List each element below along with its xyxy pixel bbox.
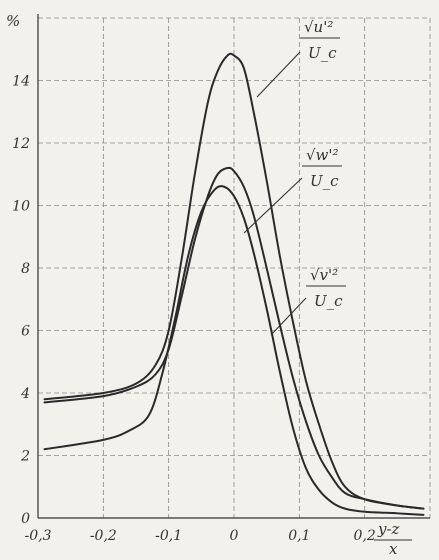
y-axis-label: % bbox=[6, 12, 20, 30]
x-tick-label: -0,1 bbox=[155, 528, 182, 544]
y-tick-label: 8 bbox=[21, 261, 30, 277]
series-label-leader bbox=[270, 297, 307, 336]
y-ticks: 0 2 4 6 8 10 12 14 bbox=[12, 74, 30, 528]
series-label-leader bbox=[256, 51, 301, 98]
grid bbox=[37, 17, 431, 518]
curves bbox=[43, 52, 425, 516]
series-labels: √u'² U_c √w'² U_c √v'² U_c bbox=[243, 18, 346, 336]
y-tick-label: 0 bbox=[21, 511, 30, 527]
x-axis-label-numerator: y-z bbox=[377, 520, 400, 538]
series-label-denominator: U_c bbox=[308, 44, 337, 62]
series-label-leader bbox=[243, 177, 303, 234]
series-label-numerator: √w'² bbox=[306, 146, 339, 164]
x-tick-label: 0,2 bbox=[354, 528, 376, 544]
series-label-numerator: √u'² bbox=[304, 18, 333, 36]
series-v-curve bbox=[43, 185, 425, 516]
x-tick-label: 0 bbox=[230, 528, 239, 544]
y-tick-label: 14 bbox=[12, 74, 30, 90]
y-tick-label: 10 bbox=[12, 199, 30, 215]
x-tick-label: -0,2 bbox=[90, 528, 117, 544]
x-axis-label-denominator: x bbox=[389, 540, 398, 558]
x-axis-label: y-z x bbox=[374, 520, 412, 558]
x-tick-label: 0,1 bbox=[288, 528, 310, 544]
y-tick-label: 6 bbox=[21, 324, 30, 340]
y-tick-label: 4 bbox=[20, 386, 30, 402]
series-label: √w'² U_c bbox=[243, 146, 342, 234]
series-label-numerator: √v'² bbox=[310, 266, 338, 284]
x-ticks: -0,3 -0,2 -0,1 0 0,1 0,2 bbox=[25, 528, 376, 544]
series-u-curve bbox=[43, 52, 425, 510]
series-label-denominator: U_c bbox=[310, 172, 339, 190]
axes bbox=[37, 14, 430, 519]
x-tick-label: -0,3 bbox=[25, 528, 52, 544]
y-tick-label: 2 bbox=[20, 449, 30, 465]
series-label-denominator: U_c bbox=[314, 292, 343, 310]
y-tick-label: 12 bbox=[12, 136, 30, 152]
series-label: √u'² U_c bbox=[256, 18, 340, 98]
series-label: √v'² U_c bbox=[270, 266, 346, 336]
